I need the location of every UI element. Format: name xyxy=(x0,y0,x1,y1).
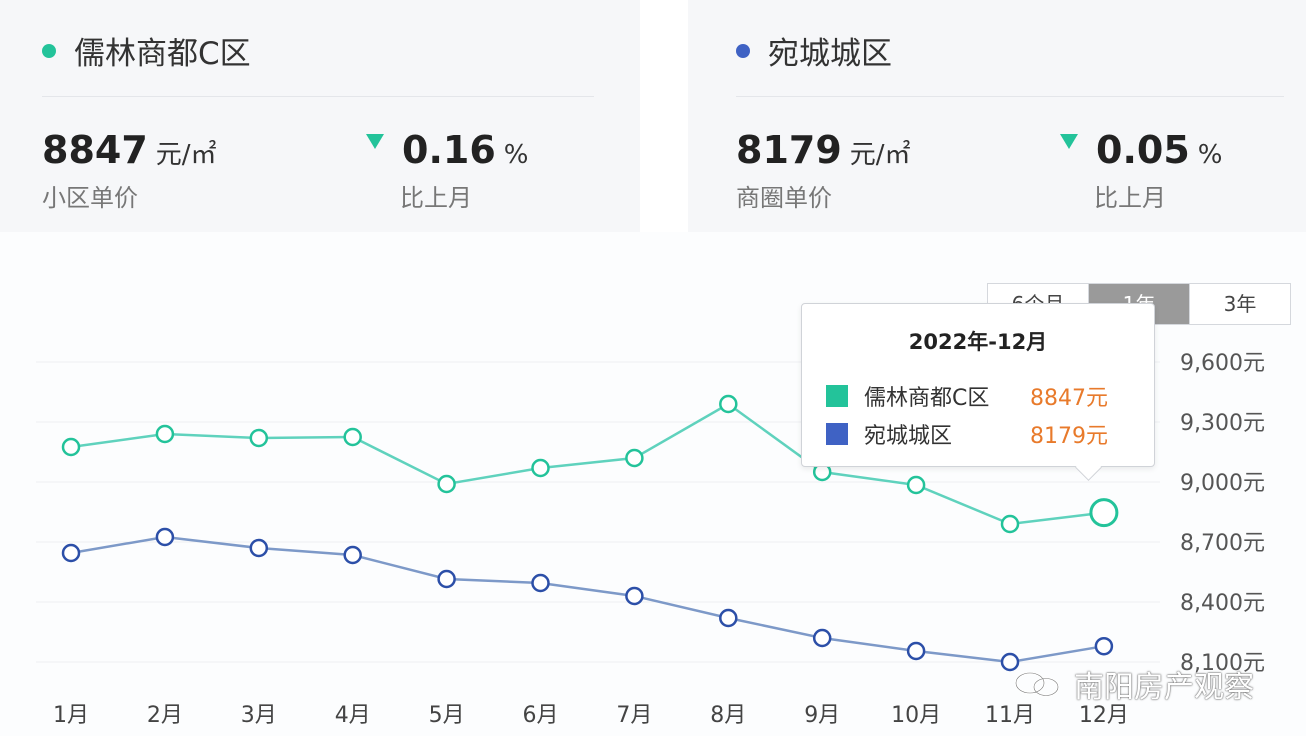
district-header: 宛城城区 xyxy=(736,28,892,73)
watermark: 南阳房产观察 xyxy=(1010,662,1254,706)
data-point xyxy=(1094,636,1114,656)
community-price-label: 小区单价 xyxy=(42,184,138,212)
x-tick-label: 7月 xyxy=(616,703,652,728)
data-point xyxy=(437,569,456,589)
district-change-value: 0.05 xyxy=(1096,128,1190,172)
data-point xyxy=(719,394,738,414)
community-price: 8847 元/㎡ 小区单价 xyxy=(42,128,217,212)
data-point xyxy=(343,427,362,447)
tooltip-title: 2022年-12月 xyxy=(908,330,1048,354)
x-tick-label: 5月 xyxy=(429,703,465,728)
legend-swatch xyxy=(826,385,848,407)
down-triangle-icon xyxy=(1060,134,1078,149)
data-point xyxy=(1000,514,1020,534)
y-tick-label: 9,600元 xyxy=(1180,351,1265,376)
data-point xyxy=(1089,498,1119,528)
x-tick-label: 3月 xyxy=(241,703,277,728)
data-point xyxy=(812,628,832,648)
tooltip-series-name: 宛城城区 xyxy=(864,424,953,449)
down-triangle-icon xyxy=(366,134,384,149)
y-tick-label: 8,700元 xyxy=(1180,531,1265,556)
series-line xyxy=(70,535,1105,664)
x-tick-label: 2月 xyxy=(147,703,183,728)
chart-tooltip: 2022年-12月 儒林商都C区 8847元 宛城城区 8179元 xyxy=(801,303,1155,481)
data-point xyxy=(625,586,644,606)
watermark-text: 南阳房产观察 xyxy=(1074,670,1254,705)
data-point xyxy=(906,475,926,495)
x-tick-label: 12月 xyxy=(1079,703,1129,728)
series-line xyxy=(70,402,1105,526)
y-tick-label: 8,100元 xyxy=(1180,651,1265,676)
district-change-label: 比上月 xyxy=(1094,184,1166,212)
divider xyxy=(42,96,594,97)
community-price-unit: 元/㎡ xyxy=(155,140,217,170)
district-dot-icon xyxy=(736,43,750,58)
tooltip-series-value: 8847元 xyxy=(1030,386,1108,411)
district-change: 0.05% 比上月 xyxy=(1060,128,1223,212)
data-point xyxy=(1000,652,1020,672)
community-change-unit: % xyxy=(503,140,529,170)
x-tick-label: 1月 xyxy=(53,703,89,728)
data-point xyxy=(155,424,175,444)
district-summary-card: 宛城城区 8179 元/㎡ 商圈单价 0.05% 比上月 xyxy=(688,0,1306,232)
y-tick-label: 9,000元 xyxy=(1180,471,1265,496)
y-tick-label: 8,400元 xyxy=(1180,591,1265,616)
y-tick-label: 9,300元 xyxy=(1180,411,1265,436)
community-change-value: 0.16 xyxy=(402,128,496,172)
x-tick-label: 6月 xyxy=(523,703,559,728)
tooltip-row-district: 宛城城区 8179元 xyxy=(826,418,1108,450)
community-header: 儒林商都C区 xyxy=(42,28,251,73)
tooltip-row-community: 儒林商都C区 8847元 xyxy=(826,380,1108,412)
community-price-value: 8847 xyxy=(42,128,148,172)
x-tick-label: 10月 xyxy=(891,703,941,728)
data-point xyxy=(155,527,175,547)
wechat-logo-icon xyxy=(1014,671,1060,697)
data-point xyxy=(249,538,269,558)
data-point xyxy=(343,545,362,565)
data-point xyxy=(531,573,550,593)
data-point xyxy=(61,437,81,457)
community-change-label: 比上月 xyxy=(400,184,472,212)
x-tick-label: 4月 xyxy=(335,703,371,728)
district-change-unit: % xyxy=(1197,140,1223,170)
tooltip-series-name: 儒林商都C区 xyxy=(864,386,990,411)
community-summary-card: 儒林商都C区 8847 元/㎡ 小区单价 0.16% 比上月 xyxy=(0,0,640,232)
x-tick-label: 11月 xyxy=(985,703,1035,728)
district-name: 宛城城区 xyxy=(768,36,892,72)
district-price: 8179 元/㎡ 商圈单价 xyxy=(736,128,911,212)
tooltip-series-value: 8179元 xyxy=(1030,424,1108,449)
data-point xyxy=(906,641,926,661)
community-change: 0.16% 比上月 xyxy=(366,128,529,212)
community-dot-icon xyxy=(42,43,56,58)
tab-3-years[interactable]: 3年 xyxy=(1223,292,1257,316)
district-price-label: 商圈单价 xyxy=(736,184,832,212)
data-point xyxy=(249,428,269,448)
data-point xyxy=(61,543,81,563)
data-point xyxy=(437,474,456,494)
x-tick-label: 8月 xyxy=(710,703,746,728)
district-price-unit: 元/㎡ xyxy=(849,140,911,170)
divider xyxy=(736,96,1284,97)
community-name: 儒林商都C区 xyxy=(74,36,251,72)
data-point xyxy=(719,608,738,628)
district-price-value: 8179 xyxy=(736,128,842,172)
data-point xyxy=(625,448,644,468)
data-point xyxy=(531,458,550,478)
legend-swatch xyxy=(826,423,848,445)
x-tick-label: 9月 xyxy=(804,703,840,728)
